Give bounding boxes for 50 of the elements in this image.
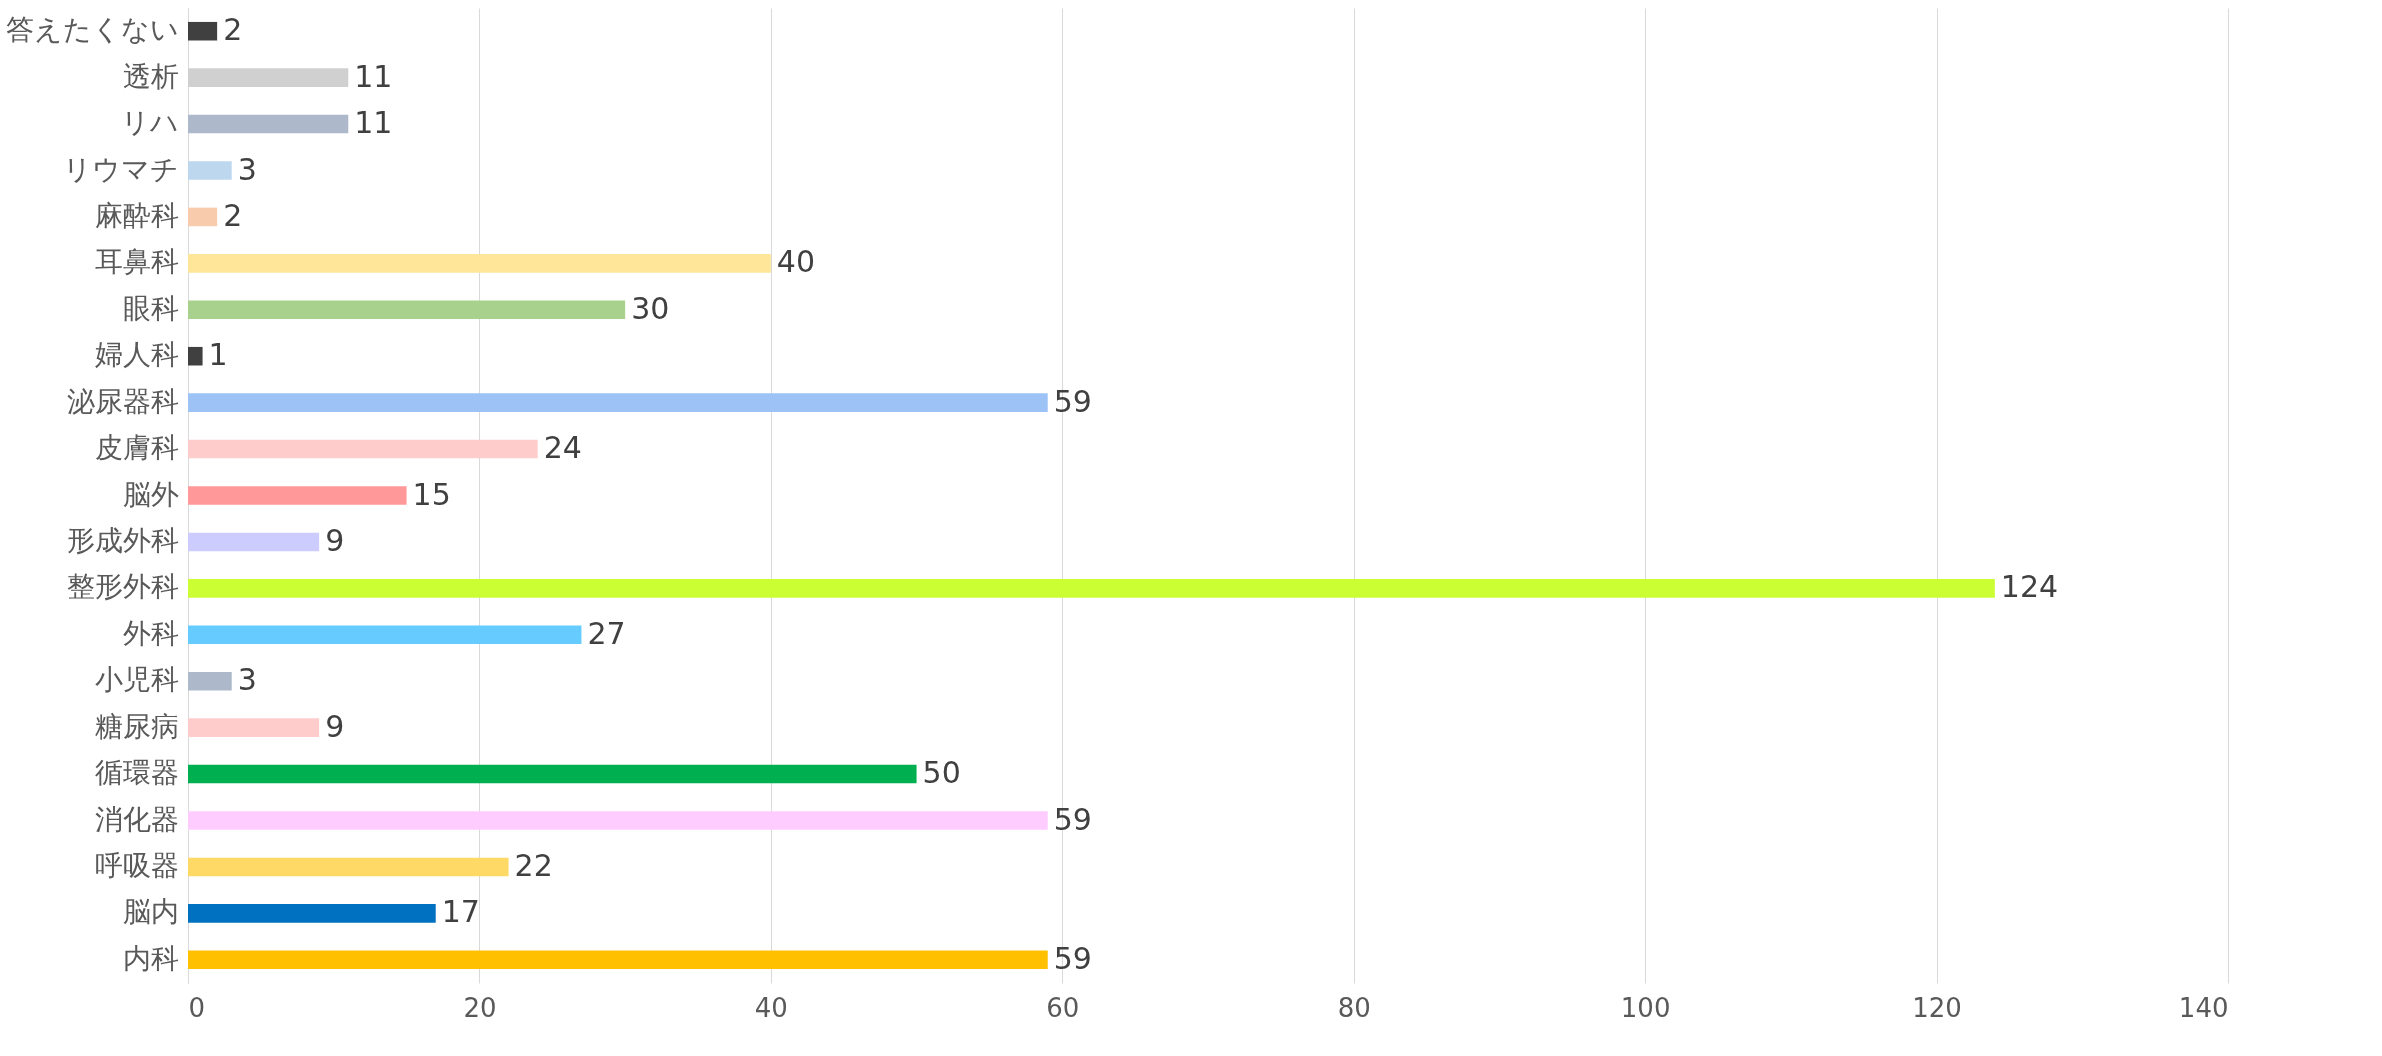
y-tick-label: リウマチ (62, 152, 179, 186)
data-label: 24 (543, 430, 582, 466)
data-label: 50 (922, 755, 961, 791)
data-label: 2 (223, 197, 243, 233)
data-label: 59 (1053, 383, 1092, 419)
data-label: 9 (325, 522, 345, 558)
y-tick-label: 脳内 (122, 895, 179, 929)
y-tick-label: 消化器 (94, 802, 179, 836)
y-tick-label: 整形外科 (66, 570, 179, 604)
data-label: 59 (1053, 801, 1092, 837)
y-tick-label: 耳鼻科 (94, 245, 179, 279)
data-label: 27 (587, 615, 626, 651)
x-tick-label: 20 (463, 992, 497, 1023)
y-tick-label: 呼吸器 (94, 848, 179, 882)
x-tick-label: 80 (1337, 992, 1371, 1023)
data-label: 2 (223, 12, 243, 48)
data-label: 17 (441, 894, 480, 930)
data-label: 3 (237, 151, 257, 187)
y-tick-label: 皮膚科 (94, 431, 179, 465)
x-tick-label: 60 (1046, 992, 1080, 1023)
y-tick-label: 婦人科 (94, 338, 179, 372)
y-tick-label: 小児科 (94, 663, 179, 697)
data-label: 22 (514, 847, 553, 883)
x-tick-label: 100 (1620, 992, 1671, 1023)
x-tick-label: 120 (1912, 992, 1962, 1023)
y-tick-label: 脳外 (122, 477, 179, 511)
y-tick-label: 眼科 (122, 291, 179, 325)
y-tick-label: 外科 (122, 616, 179, 650)
data-label: 30 (631, 290, 670, 326)
y-tick-label: 形成外科 (66, 523, 179, 557)
data-label: 3 (237, 662, 257, 698)
data-label: 11 (354, 58, 393, 94)
data-label: 40 (776, 244, 816, 280)
x-tick-label: 140 (2178, 992, 2229, 1023)
y-tick-label: 循環器 (94, 756, 179, 790)
x-tick-label: 0 (188, 992, 206, 1023)
y-tick-label: 透析 (122, 59, 179, 93)
y-tick-label: 泌尿器科 (66, 384, 179, 418)
x-tick-label: 40 (754, 992, 788, 1023)
data-label: 1 (208, 337, 228, 373)
data-label: 15 (412, 476, 451, 512)
y-tick-label: 答えたくない (5, 13, 179, 47)
data-label: 9 (325, 708, 345, 744)
y-tick-label: 麻酔科 (94, 198, 179, 232)
y-tick-label: 内科 (122, 941, 179, 975)
data-label: 124 (2000, 569, 2059, 605)
y-tick-label: 糖尿病 (94, 709, 179, 743)
data-label: 11 (354, 105, 393, 141)
y-tick-label: リハ (120, 106, 179, 140)
data-label: 59 (1053, 940, 1092, 976)
